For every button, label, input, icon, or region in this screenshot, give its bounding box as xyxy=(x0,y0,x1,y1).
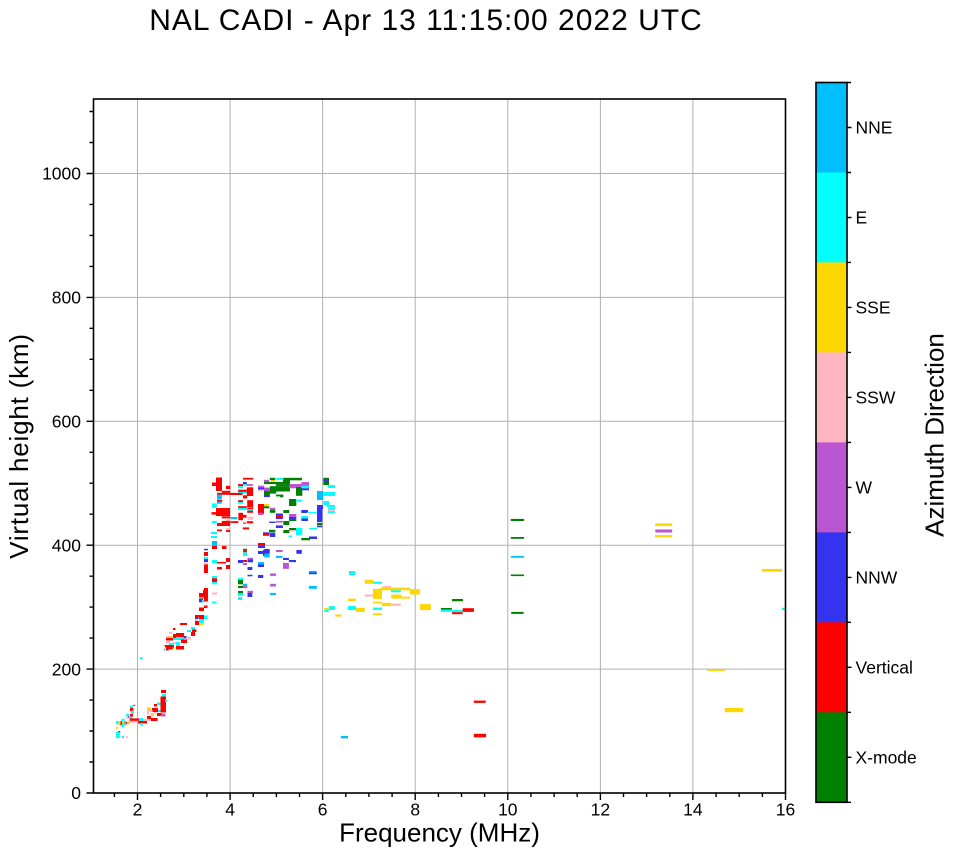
svg-text:14: 14 xyxy=(683,800,703,820)
svg-text:NAL CADI - Apr 13 11:15:00 202: NAL CADI - Apr 13 11:15:00 2022 UTC xyxy=(149,4,703,37)
svg-text:NNW: NNW xyxy=(856,568,898,588)
svg-text:400: 400 xyxy=(52,535,81,555)
svg-text:SSW: SSW xyxy=(856,388,896,408)
svg-text:Azimuth Direction: Azimuth Direction xyxy=(920,333,950,537)
svg-text:12: 12 xyxy=(591,800,610,820)
svg-text:1000: 1000 xyxy=(42,164,81,184)
svg-text:2: 2 xyxy=(133,800,143,820)
svg-text:16: 16 xyxy=(776,800,795,820)
svg-text:8: 8 xyxy=(410,800,420,820)
svg-text:X-mode: X-mode xyxy=(856,748,917,768)
svg-text:E: E xyxy=(856,208,868,228)
svg-text:10: 10 xyxy=(498,800,518,820)
svg-text:200: 200 xyxy=(52,659,81,679)
svg-text:SSE: SSE xyxy=(856,298,891,318)
svg-text:600: 600 xyxy=(52,412,81,432)
svg-text:NNE: NNE xyxy=(856,118,893,138)
svg-text:Virtual height (km): Virtual height (km) xyxy=(4,333,34,559)
svg-text:W: W xyxy=(856,478,873,498)
svg-text:0: 0 xyxy=(71,783,81,803)
svg-text:800: 800 xyxy=(52,288,81,308)
svg-text:6: 6 xyxy=(318,800,328,820)
svg-text:Vertical: Vertical xyxy=(856,658,913,678)
svg-text:Frequency (MHz): Frequency (MHz) xyxy=(339,817,540,847)
svg-text:4: 4 xyxy=(225,800,235,820)
